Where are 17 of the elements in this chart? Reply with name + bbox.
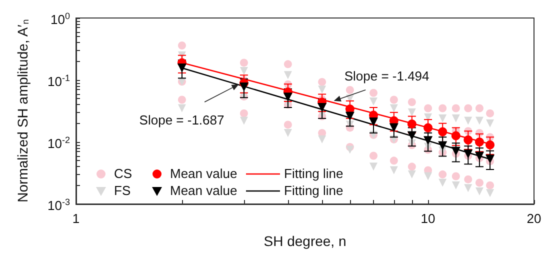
legend-label: Fitting line (284, 183, 344, 199)
x-tick-label: 10 (420, 211, 436, 226)
y-tick-label: 10$^{0}$ (50, 10, 70, 28)
legend-label: Fitting line (284, 166, 344, 182)
annotation: Slope = -1.687 (139, 112, 224, 128)
legend-label: Mean value (170, 183, 238, 199)
x-axis-title: SH degree, n (264, 233, 346, 249)
x-tick-label: 20 (526, 211, 542, 226)
annotation: Slope = -1.494 (344, 68, 430, 84)
y-axis-title: Normalized SH amplitude, A′n (14, 19, 30, 202)
y-tick-label: 10$^{-3}$ (48, 196, 70, 214)
legend-label: Mean value (170, 166, 238, 182)
legend-label: FS (114, 183, 131, 199)
legend-label: CS (114, 166, 132, 182)
y-tick-label: 10$^{-2}$ (48, 134, 70, 152)
x-tick-label: 1 (72, 211, 80, 226)
y-tick-label: 10$^{-1}$ (48, 72, 70, 90)
